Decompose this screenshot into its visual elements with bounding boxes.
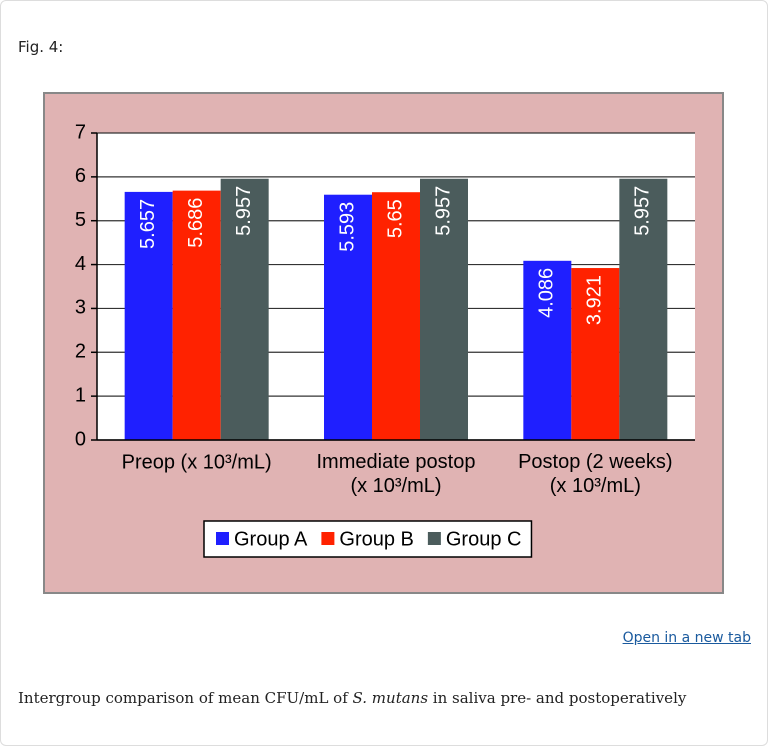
- value-label: 5.65: [384, 199, 406, 238]
- legend-swatch: [321, 532, 335, 545]
- legend-label: Group C: [446, 528, 522, 550]
- bar: [324, 194, 372, 440]
- bar: [172, 190, 221, 440]
- x-tick-line: (x 10³/mL): [350, 475, 441, 497]
- value-label: 5.957: [432, 186, 454, 236]
- value-label: 4.086: [536, 268, 558, 318]
- legend-label: Group B: [339, 528, 413, 550]
- x-tick-label: Immediate postop (x 10³/mL): [317, 451, 476, 497]
- y-tick-label: 4: [75, 253, 86, 275]
- caption-text: in saliva pre- and postoperatively: [428, 689, 687, 707]
- x-tick-line: Immediate postop: [317, 451, 476, 473]
- figure-label: Fig. 4:: [18, 38, 64, 56]
- bar: [420, 178, 468, 441]
- y-tick-label: 1: [75, 384, 86, 406]
- x-tick-label: Preop (x 10³/mL): [122, 451, 272, 473]
- legend-label: Group A: [234, 528, 308, 550]
- caption-text: Intergroup comparison of mean CFU/mL of: [18, 689, 353, 707]
- value-label: 5.657: [137, 199, 159, 249]
- value-label: 5.686: [185, 198, 207, 248]
- y-tick-label: 2: [75, 341, 86, 363]
- caption: Intergroup comparison of mean CFU/mL of …: [18, 689, 686, 707]
- y-tick-label: 6: [75, 165, 86, 187]
- value-label: 5.957: [632, 186, 654, 236]
- value-label: 3.921: [584, 275, 606, 325]
- bar: [372, 192, 420, 440]
- legend-swatch: [427, 532, 441, 545]
- legend-box: [203, 520, 533, 558]
- chart: 0 1 2 3 4 5 6 7 Preop (x 10³/mL) 5.657 5.686 5.957 I…: [43, 92, 724, 594]
- bar: [124, 191, 173, 440]
- x-tick-line: Postop (2 weeks): [518, 451, 673, 473]
- bar: [619, 178, 668, 441]
- x-tick-label: Postop (2 weeks) (x 10³/mL): [518, 451, 673, 497]
- bar: [220, 178, 269, 441]
- value-label: 5.957: [233, 186, 255, 236]
- x-tick-line: (x 10³/mL): [550, 475, 641, 497]
- legend-swatch: [216, 532, 229, 545]
- y-tick-label: 0: [75, 428, 86, 450]
- y-tick-label: 7: [75, 121, 86, 143]
- caption-italic: S. mutans: [352, 689, 429, 707]
- y-tick-label: 3: [75, 297, 86, 319]
- y-tick-label: 5: [75, 209, 86, 231]
- bar: [571, 268, 620, 440]
- value-label: 5.593: [336, 202, 358, 252]
- open-link[interactable]: Open in a new tab: [622, 630, 751, 646]
- bar: [523, 260, 572, 440]
